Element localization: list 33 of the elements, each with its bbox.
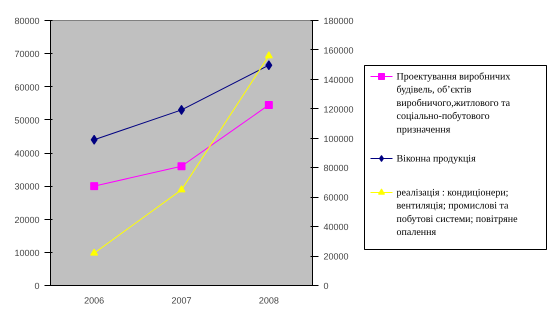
x-tick-label: 2008 xyxy=(258,296,279,306)
y2-tick-label: 160000 xyxy=(324,45,354,56)
y-tick-label: 80000 xyxy=(14,16,40,26)
point xyxy=(178,162,186,170)
legend-label: Віконна продукція xyxy=(396,154,476,164)
point xyxy=(90,182,98,190)
point xyxy=(264,51,273,58)
x-tick-label: 2007 xyxy=(171,296,192,306)
y2-tick-label: 20000 xyxy=(324,252,349,262)
point xyxy=(178,185,186,192)
point xyxy=(90,134,98,145)
y2-tick-label: 140000 xyxy=(324,74,354,85)
point xyxy=(90,248,98,256)
y2-tick-label: 0 xyxy=(324,281,329,291)
y-tick-label: 40000 xyxy=(14,148,40,158)
y-tick-label: 60000 xyxy=(14,82,40,92)
y-tick-label: 30000 xyxy=(14,182,40,192)
y-tick-label: 10000 xyxy=(14,248,40,258)
y2-tick-label: 80000 xyxy=(324,163,349,174)
y2-tick-label: 60000 xyxy=(324,192,349,203)
y2-tick-label: 120000 xyxy=(324,104,354,114)
x-tick-label: 2006 xyxy=(84,296,104,306)
y-tick-label: 20000 xyxy=(14,214,40,225)
point xyxy=(264,100,273,109)
y2-tick-label: 40000 xyxy=(324,222,349,232)
y-tick-label: 70000 xyxy=(14,49,40,60)
y-tick-label: 50000 xyxy=(14,115,40,126)
legend-label: Проектування виробничих будівель, об’єктів виробничого,житлового та соціально-побутового призначення xyxy=(396,72,511,136)
y2-tick-label: 180000 xyxy=(324,16,354,26)
y2-tick-label: 100000 xyxy=(324,134,354,144)
y-tick-label: 0 xyxy=(34,281,40,291)
point xyxy=(265,60,272,70)
legend-label: реалізація : кондиціонери; вентиляція; промислові та побутові системи; повітряне опалення xyxy=(396,188,518,238)
